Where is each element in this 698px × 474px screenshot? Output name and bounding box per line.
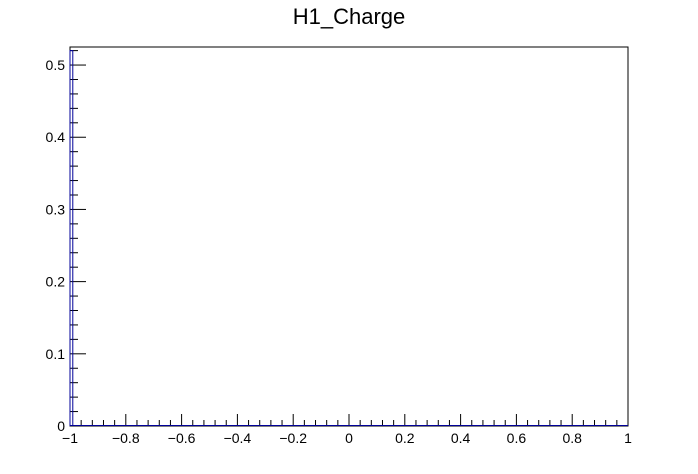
x-tick-label: 0.6 bbox=[507, 430, 527, 446]
plot-frame bbox=[69, 46, 629, 427]
y-tick-label: 0.4 bbox=[46, 129, 66, 145]
x-tick-label: 0.8 bbox=[562, 430, 582, 446]
y-tick-label: 0.5 bbox=[46, 57, 66, 73]
data-layer bbox=[69, 50, 628, 426]
histogram-bin bbox=[69, 50, 74, 426]
x-tick-label: 1 bbox=[624, 430, 632, 446]
x-tick-label: −1 bbox=[62, 430, 78, 446]
x-tick-label: −0.8 bbox=[112, 430, 140, 446]
y-tick-label: 0 bbox=[57, 418, 65, 434]
x-tick-label: −0.2 bbox=[279, 430, 307, 446]
y-tick-label: 0.1 bbox=[46, 346, 66, 362]
axes bbox=[69, 50, 629, 427]
x-tick-label: −0.4 bbox=[224, 430, 252, 446]
y-tick-label: 0.2 bbox=[46, 274, 66, 290]
y-tick-label: 0.3 bbox=[46, 201, 66, 217]
x-tick-label: 0.2 bbox=[395, 430, 415, 446]
x-tick-label: −0.6 bbox=[168, 430, 196, 446]
x-tick-label: 0.4 bbox=[451, 430, 471, 446]
chart-title: H1_Charge bbox=[292, 4, 406, 29]
tick-labels: −1 −0.8 −0.6 −0.4 −0.2 0 0.2 0.4 0.6 0.8 1 0 0.1 0.2 0… bbox=[46, 57, 633, 446]
x-tick-label: 0 bbox=[345, 430, 353, 446]
